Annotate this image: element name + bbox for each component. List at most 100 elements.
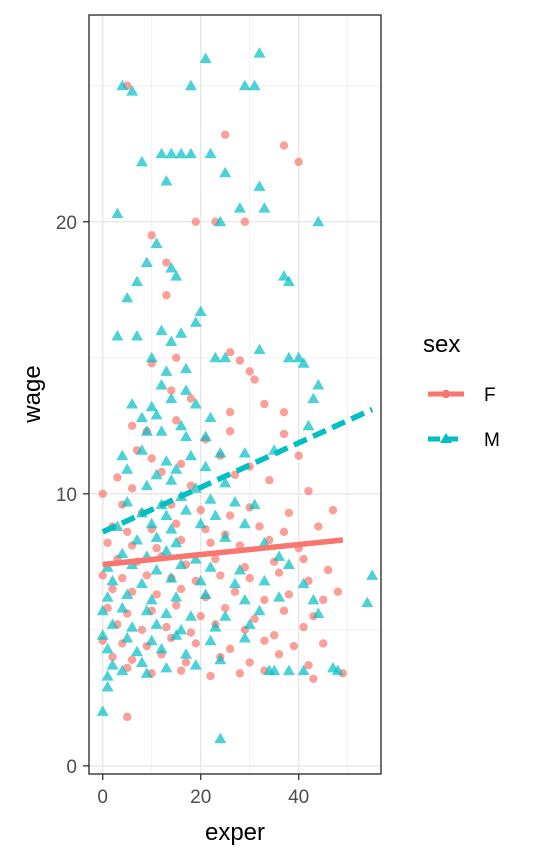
x-tick-label: 20 <box>190 787 211 808</box>
data-point-m <box>165 523 178 534</box>
trend-line-m <box>101 406 374 535</box>
data-point-m <box>258 574 271 586</box>
data-point-f <box>284 508 294 518</box>
data-point-m <box>243 618 256 629</box>
data-point-m <box>150 468 163 480</box>
data-point-m <box>135 444 148 455</box>
data-point-m <box>253 604 266 616</box>
data-point-f <box>318 595 328 605</box>
data-point-m <box>204 493 217 504</box>
data-point-f <box>279 141 289 150</box>
data-point-f <box>245 658 254 667</box>
data-point-m <box>248 498 261 510</box>
data-point-f <box>235 356 245 365</box>
data-point-f <box>225 407 235 417</box>
data-point-m <box>131 534 144 545</box>
data-point-m <box>331 664 344 676</box>
data-point-m <box>312 607 325 618</box>
data-point-f <box>127 655 137 664</box>
data-point-f <box>191 639 201 648</box>
data-point-m <box>150 408 163 420</box>
data-point-f <box>186 394 196 403</box>
data-point-m <box>282 351 295 363</box>
data-point-m <box>150 237 163 249</box>
y-tick-label: 0 <box>66 757 77 778</box>
data-point-f <box>127 484 137 493</box>
data-point-m <box>199 430 212 442</box>
data-point-f <box>167 386 176 395</box>
data-point-m <box>199 52 212 64</box>
data-point-m <box>297 357 310 368</box>
data-point-m <box>145 634 158 646</box>
data-point-m <box>145 400 158 412</box>
data-point-m <box>96 604 109 616</box>
data-point-m <box>219 531 232 542</box>
data-point-m <box>116 602 129 613</box>
data-point-m <box>229 495 241 507</box>
data-point-m <box>209 351 222 363</box>
data-point-f <box>333 587 343 596</box>
data-point-m <box>273 550 286 561</box>
data-point-m <box>297 577 310 589</box>
data-point-m <box>297 664 310 676</box>
data-point-f <box>152 544 161 553</box>
data-point-m <box>165 392 178 404</box>
data-point-m <box>184 79 197 91</box>
data-point-m <box>268 664 281 676</box>
data-point-m <box>106 574 119 586</box>
x-tick-label: 40 <box>288 787 309 808</box>
data-point-m <box>126 398 139 409</box>
data-point-m <box>116 79 129 91</box>
data-point-f <box>162 258 171 267</box>
data-point-m <box>189 553 202 564</box>
data-point-f <box>240 217 249 226</box>
data-point-m <box>273 591 286 602</box>
data-point-m <box>175 147 188 159</box>
data-point-f <box>274 650 284 659</box>
y-tick-label: 10 <box>56 485 77 506</box>
data-point-m <box>175 623 188 635</box>
data-point-m <box>219 610 232 621</box>
data-point-m <box>116 664 129 676</box>
data-point-m <box>189 482 202 493</box>
data-point-f <box>279 527 289 537</box>
y-axis-title: wage <box>19 365 46 423</box>
data-point-m <box>180 430 193 442</box>
data-point-f <box>172 416 181 425</box>
data-point-m <box>175 327 188 338</box>
data-point-m <box>131 330 144 341</box>
data-point-m <box>145 593 158 605</box>
data-point-m <box>175 419 188 431</box>
data-point-f <box>328 505 338 515</box>
data-point-m <box>160 365 173 376</box>
data-point-f <box>162 622 171 632</box>
data-point-f <box>127 421 137 430</box>
data-point-m <box>106 618 119 629</box>
data-point-m <box>165 147 178 159</box>
data-point-m <box>121 631 134 643</box>
data-point-f <box>260 595 269 605</box>
data-point-m <box>160 607 173 618</box>
data-point-m <box>180 504 193 515</box>
data-point-f <box>299 554 308 564</box>
data-point-m <box>135 656 148 667</box>
data-point-m <box>184 449 197 461</box>
data-point-m <box>170 629 183 640</box>
data-point-f <box>230 470 240 479</box>
data-point-f <box>250 614 259 624</box>
data-point-f <box>147 231 156 240</box>
data-point-m <box>121 291 134 303</box>
data-point-m <box>160 455 173 466</box>
data-point-m <box>282 664 295 676</box>
x-tick-label: 0 <box>97 787 108 808</box>
data-point-m <box>253 343 266 355</box>
data-point-m <box>307 593 320 605</box>
data-point-f <box>176 666 186 675</box>
data-point-f <box>108 652 117 662</box>
data-point-m <box>307 392 320 404</box>
data-point-m <box>214 653 227 665</box>
data-point-m <box>238 593 251 605</box>
data-point-m <box>101 591 114 602</box>
data-point-f <box>186 628 196 637</box>
data-point-f <box>235 669 245 678</box>
